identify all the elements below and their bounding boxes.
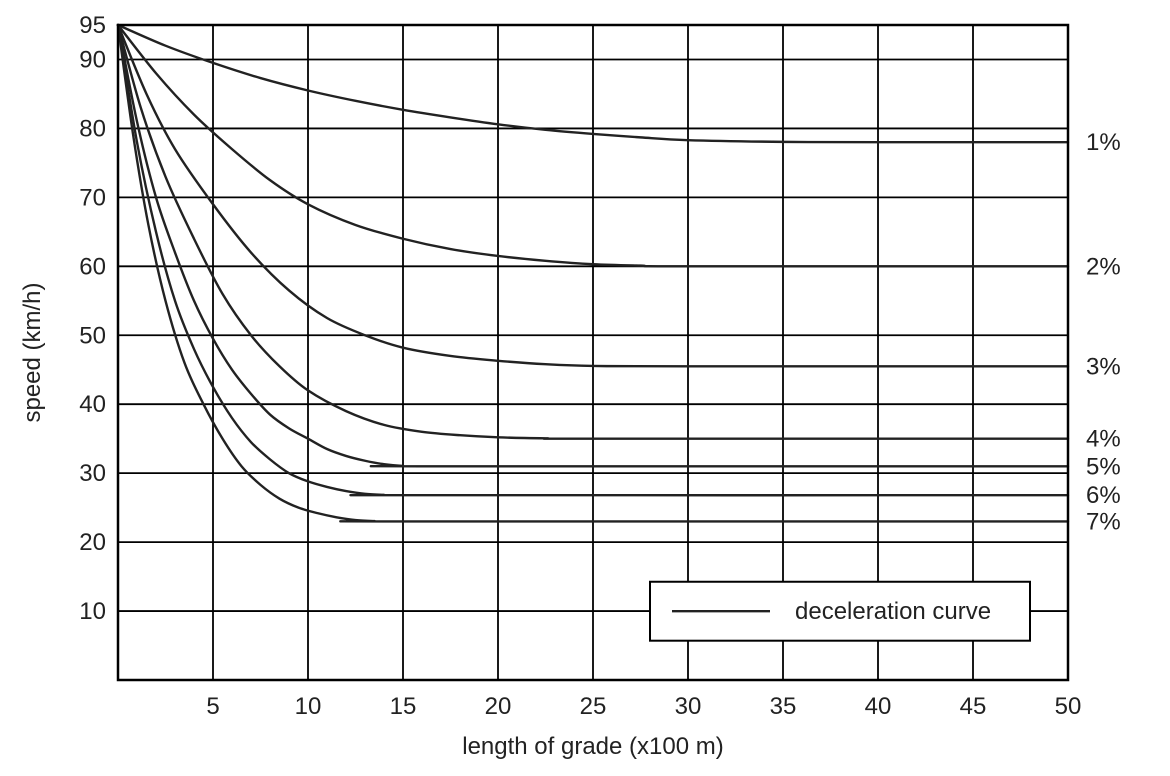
- x-tick-label: 5: [206, 693, 219, 720]
- y-tick-label: 95: [79, 12, 106, 39]
- curve-label-3pct: 3%: [1086, 353, 1121, 380]
- x-tick-label: 45: [960, 693, 987, 720]
- legend-label: deceleration curve: [795, 598, 991, 625]
- x-tick-label: 35: [770, 693, 797, 720]
- chart-container: 1% 2% 3% 4%5%6%7% 5 10 15 20 25 30 35 40 45 50 10 20 30 4…: [0, 0, 1170, 776]
- curve-label-2pct: 2%: [1086, 253, 1121, 280]
- curve-label-1pct: 1%: [1086, 129, 1121, 156]
- y-tick-label: 80: [79, 115, 106, 142]
- x-tick-label: 25: [580, 693, 607, 720]
- y-tick-label: 90: [79, 46, 106, 73]
- y-tick-label: 10: [79, 598, 106, 625]
- x-tick-label: 10: [295, 693, 322, 720]
- curve-label-6pct: 6%: [1086, 482, 1121, 509]
- x-tick-label: 15: [390, 693, 417, 720]
- curve-label-7pct: 7%: [1086, 508, 1121, 535]
- y-tick-label: 60: [79, 253, 106, 280]
- x-tick-label: 20: [485, 693, 512, 720]
- x-tick-label: 30: [675, 693, 702, 720]
- x-tick-label: 40: [865, 693, 892, 720]
- curve-label-4pct: 4%: [1086, 426, 1121, 453]
- y-tick-label: 40: [79, 391, 106, 418]
- x-tick-label: 50: [1055, 693, 1082, 720]
- x-axis-label: length of grade (x100 m): [462, 733, 723, 760]
- y-tick-label: 30: [79, 460, 106, 487]
- y-tick-label: 50: [79, 322, 106, 349]
- y-axis-label: speed (km/h): [19, 282, 46, 422]
- deceleration-chart: 1% 2% 3% 4%5%6%7% 5 10 15 20 25 30 35 40 45 50 10 20 30 4…: [0, 0, 1170, 776]
- curve-label-5pct: 5%: [1086, 453, 1121, 480]
- y-tick-label: 70: [79, 184, 106, 211]
- y-tick-label: 20: [79, 529, 106, 556]
